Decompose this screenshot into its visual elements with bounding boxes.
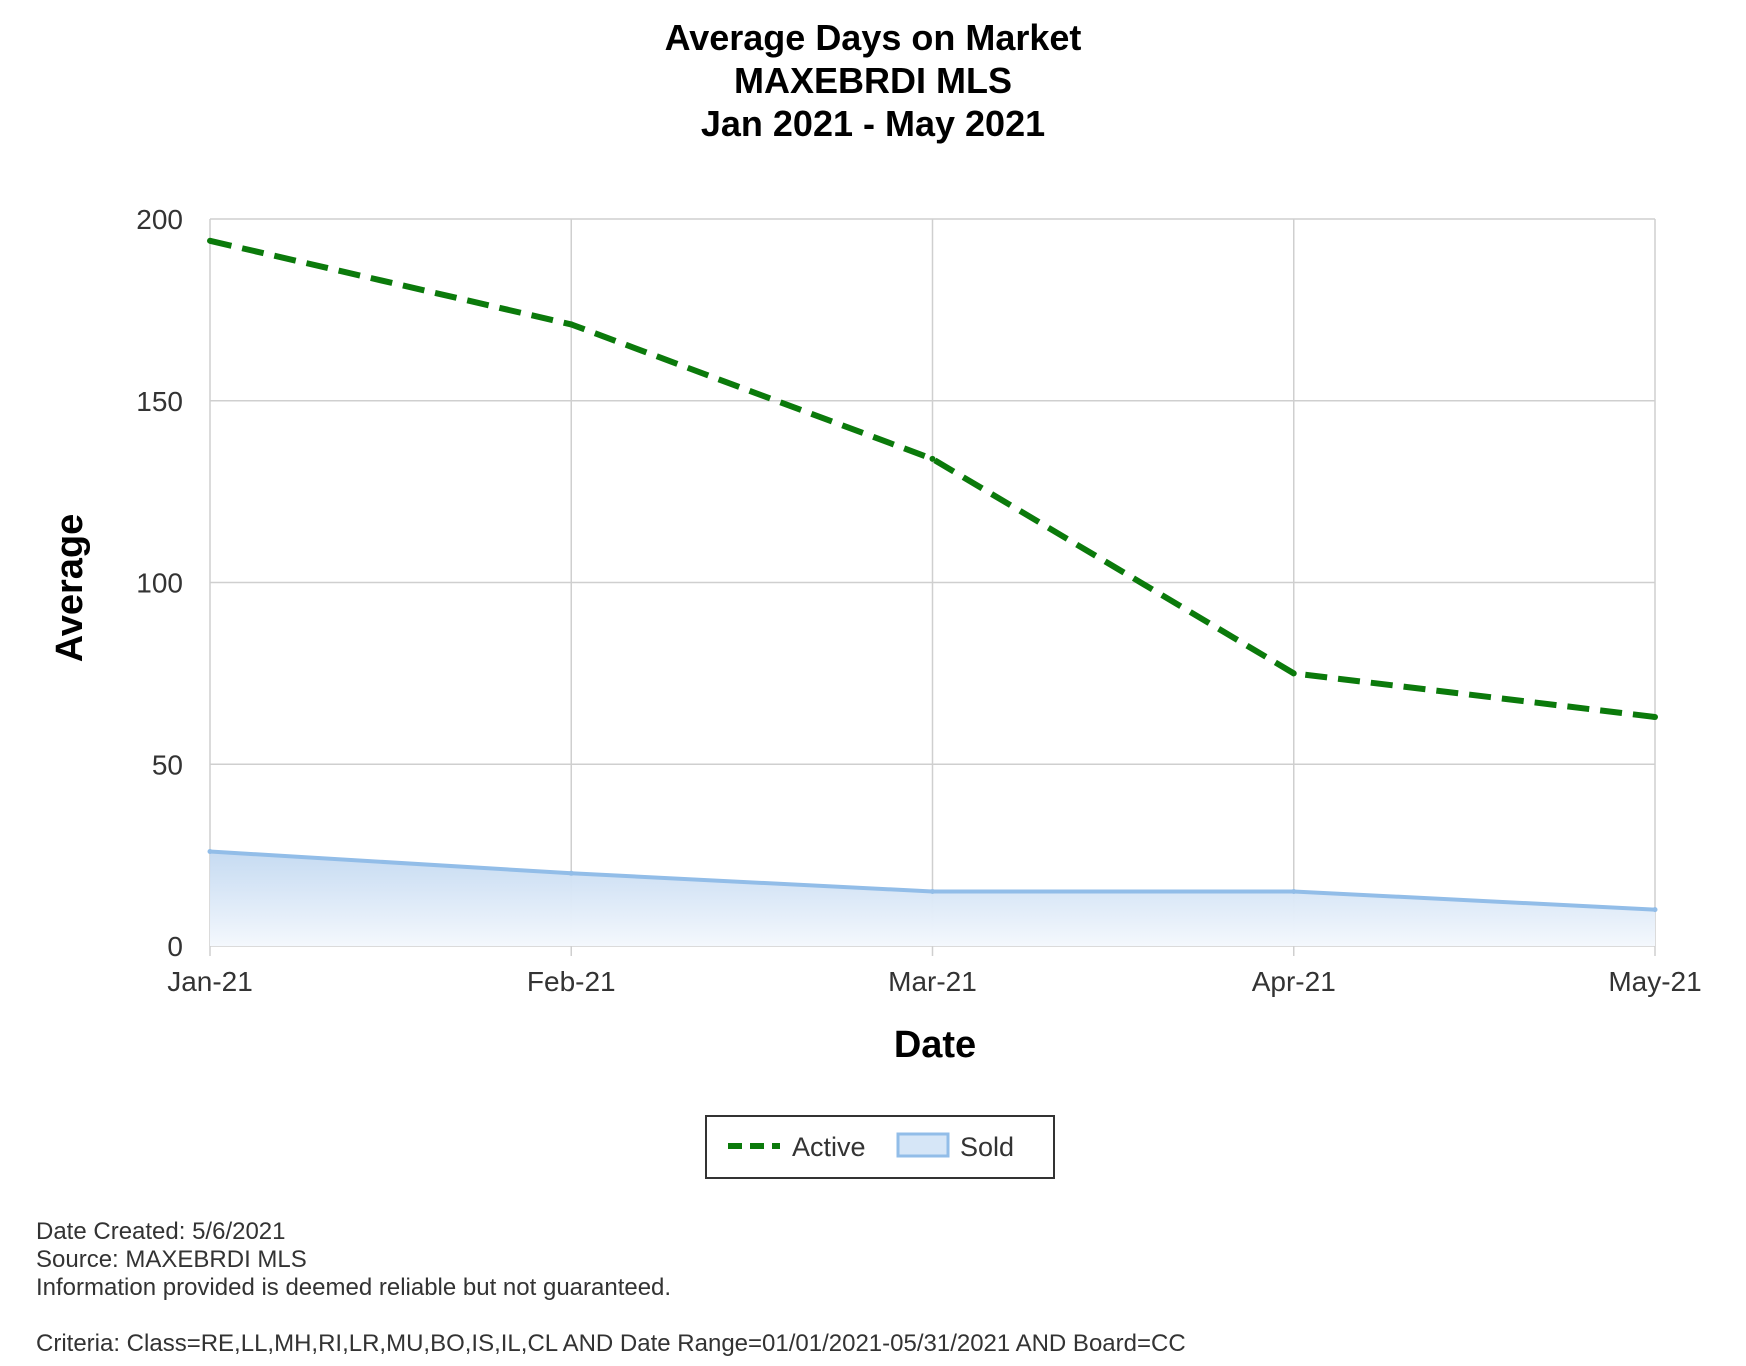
active-data-point — [1290, 670, 1297, 677]
gridlines — [209, 218, 1656, 956]
chart-title-line-2: MAXEBRDI MLS — [734, 60, 1012, 101]
chart-title-line-3: Jan 2021 - May 2021 — [701, 103, 1045, 144]
sold-area-layer — [207, 848, 1658, 946]
active-data-point — [568, 321, 575, 328]
legend-sold-swatch — [896, 1132, 950, 1158]
x-tick-label: Apr-21 — [1252, 966, 1336, 997]
x-tick-label: Jan-21 — [167, 966, 253, 997]
active-series-line — [209, 237, 1656, 720]
x-tick-label: Feb-21 — [527, 966, 616, 997]
x-tick-label: May-21 — [1608, 966, 1701, 997]
y-axis-title: Average — [49, 514, 91, 663]
sold-data-point — [568, 870, 574, 876]
active-line-layer — [207, 237, 1658, 720]
legend: Active Sold — [705, 1115, 1055, 1179]
active-data-point — [1652, 713, 1658, 720]
sold-data-point — [207, 848, 213, 854]
sold-data-point — [1652, 907, 1658, 913]
active-data-point — [207, 237, 213, 244]
legend-active-label: Active — [792, 1132, 866, 1162]
x-tick-label: Mar-21 — [888, 966, 977, 997]
y-tick-label: 100 — [136, 568, 183, 599]
active-data-point — [929, 455, 936, 462]
y-tick-label: 200 — [136, 204, 183, 235]
footer-source: Source: MAXEBRDI MLS — [36, 1246, 307, 1273]
legend-sold-label: Sold — [960, 1132, 1014, 1162]
footer-date-created: Date Created: 5/6/2021 — [36, 1218, 286, 1245]
footer-criteria: Criteria: Class=RE,LL,MH,RI,LR,MU,BO,IS,… — [36, 1330, 1186, 1357]
sold-data-point — [930, 888, 935, 894]
sold-data-point — [1291, 888, 1297, 894]
x-axis-title: Date — [894, 1024, 976, 1066]
chart-title-line-1: Average Days on Market — [665, 17, 1082, 58]
footer-disclaimer: Information provided is deemed reliable … — [36, 1274, 672, 1301]
y-tick-label: 50 — [152, 749, 183, 780]
y-axis-ticks: 0 50 100 150 200 — [136, 204, 183, 962]
y-tick-label: 0 — [167, 931, 183, 962]
chart-title: Average Days on Market MAXEBRDI MLS Jan … — [665, 17, 1082, 144]
y-tick-label: 150 — [136, 386, 183, 417]
x-axis-ticks: Jan-21 Feb-21 Mar-21 Apr-21 May-21 — [167, 966, 1702, 997]
